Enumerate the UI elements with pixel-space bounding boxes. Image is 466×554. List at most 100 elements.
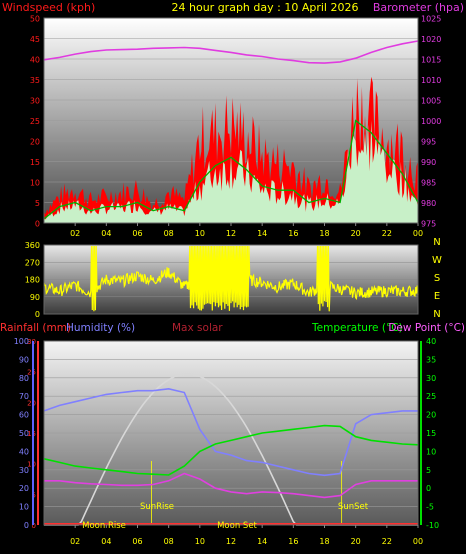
windspeed-tick-label: 30 xyxy=(30,97,40,106)
temperature-tick-label: 15 xyxy=(426,429,436,438)
direction-degree-label: 180 xyxy=(25,276,40,285)
temperature-x-tick-label: 06 xyxy=(132,537,142,546)
rainfall-tick-label: 30 xyxy=(27,338,36,346)
windspeed-tick-label: 25 xyxy=(30,117,40,126)
humidity-tick-label: 90 xyxy=(19,355,29,364)
wind-x-tick-label: 04 xyxy=(101,229,111,238)
temperature-x-tick-label: 00 xyxy=(413,537,423,546)
barometer-tick-label: 1020 xyxy=(421,35,441,44)
temperature-x-tick-labels: 02 04 06 08 10 12 14 16 18 20 22 00 xyxy=(70,525,423,546)
rainfall-tick-label: 10 xyxy=(27,461,36,469)
humidity-tick-label: 70 xyxy=(19,392,29,401)
direction-degree-labels: 0 90 180 270 360 xyxy=(25,241,40,319)
wind-x-tick-label: 16 xyxy=(288,229,298,238)
direction-degree-label: 360 xyxy=(25,241,40,250)
wind-average-area xyxy=(44,120,418,223)
rainfall-tick-label: 15 xyxy=(27,430,36,438)
dewpoint-axis-label: Dew Point (°C) xyxy=(388,322,465,334)
humidity-tick-label: 20 xyxy=(19,484,29,493)
windspeed-tick-label: 15 xyxy=(30,158,40,167)
temperature-x-tick-label: 22 xyxy=(382,537,392,546)
sun-moon-annotations: Moon Rise SunRise Moon Set SunSet xyxy=(82,502,369,531)
rainfall-axis-label: Rainfall (mm) xyxy=(0,322,71,334)
barometer-tick-label: 1025 xyxy=(421,15,441,24)
max-solar-label: Max solar xyxy=(172,322,223,334)
temperature-tick-label: 10 xyxy=(426,447,436,456)
temperature-tick-label: 5 xyxy=(426,466,431,475)
windspeed-tick-label: 35 xyxy=(30,76,40,85)
rainfall-tick-label: 25 xyxy=(27,369,36,377)
sun-moon-annotation: SunSet xyxy=(338,502,369,512)
barometer-tick-label: 975 xyxy=(421,220,436,229)
sun-moon-annotation: Moon Rise xyxy=(82,521,126,531)
windspeed-axis-label: Windspeed (kph) xyxy=(2,1,95,14)
barometer-tick-label: 985 xyxy=(421,179,436,188)
direction-compass-label: W xyxy=(432,255,442,266)
temperature-x-tick-label: 18 xyxy=(319,537,329,546)
temperature-x-tick-label: 10 xyxy=(195,537,205,546)
windspeed-tick-label: 40 xyxy=(30,56,40,65)
humidity-tick-labels: 0 10 20 30 40 50 60 70 80 90 100 xyxy=(14,337,29,530)
windspeed-tick-label: 5 xyxy=(35,199,40,208)
temperature-line xyxy=(43,424,419,476)
wind-x-tick-label: 02 xyxy=(70,229,80,238)
direction-degree-label: 0 xyxy=(35,310,40,319)
direction-compass-label: E xyxy=(434,291,440,302)
wind-x-tick-label: 14 xyxy=(257,229,267,238)
temperature-tick-label: -10 xyxy=(426,521,439,530)
wind-x-tick-label: 20 xyxy=(351,229,361,238)
direction-plot-frame xyxy=(43,244,419,315)
temperature-x-tick-label: 20 xyxy=(351,537,361,546)
humidity-line xyxy=(43,387,418,477)
rainfall-tick-label: 0 xyxy=(32,522,36,530)
humidity-tick-label: 60 xyxy=(19,411,29,420)
wind-x-tick-label: 12 xyxy=(226,229,236,238)
wind-x-tick-label: 18 xyxy=(319,229,329,238)
temperature-panel: Moon Rise SunRise Moon Set SunSet 0 10 20 30 40… xyxy=(14,337,439,546)
wind-x-tick-label: 06 xyxy=(132,229,142,238)
wind-x-tick-label: 08 xyxy=(164,229,174,238)
dewpoint-line xyxy=(44,472,418,499)
direction-compass-label: N xyxy=(433,309,440,320)
temperature-x-tick-label: 08 xyxy=(164,537,174,546)
wind-x-tick-labels: 02 04 06 08 10 12 14 16 18 20 22 00 xyxy=(70,223,423,238)
windspeed-tick-label: 50 xyxy=(30,15,40,24)
humidity-tick-label: 30 xyxy=(19,466,29,475)
rainfall-tick-label: 20 xyxy=(27,399,36,407)
humidity-axis-label: Humidity (%) xyxy=(66,322,135,334)
wind-x-tick-label: 22 xyxy=(382,229,392,238)
temperature-x-tick-label: 14 xyxy=(257,537,267,546)
sun-moon-annotation: Moon Set xyxy=(217,521,257,531)
windspeed-tick-labels: 0 5 10 15 20 25 30 35 40 45 50 xyxy=(30,15,40,229)
humidity-tick-label: 50 xyxy=(19,429,29,438)
temperature-x-tick-label: 12 xyxy=(226,537,236,546)
windspeed-tick-label: 10 xyxy=(30,179,40,188)
temperature-tick-label: 30 xyxy=(426,374,436,383)
barometer-tick-label: 995 xyxy=(421,138,436,147)
barometer-tick-label: 1010 xyxy=(421,76,441,85)
wind-x-tick-label: 10 xyxy=(195,229,205,238)
wind-x-tick-label: 00 xyxy=(413,229,423,238)
direction-compass-label: S xyxy=(434,273,440,284)
temperature-x-tick-label: 04 xyxy=(101,537,111,546)
direction-compass-label: N xyxy=(433,237,440,248)
barometer-tick-label: 990 xyxy=(421,158,436,167)
humidity-tick-label: 100 xyxy=(14,337,29,346)
chart-title: 24 hour graph day : 10 April 2026 xyxy=(172,1,359,14)
windspeed-tick-label: 45 xyxy=(30,35,40,44)
windspeed-tick-label: 0 xyxy=(35,220,40,229)
sun-moon-annotation: SunRise xyxy=(140,502,174,512)
windspeed-tick-label: 20 xyxy=(30,138,40,147)
temperature-axis-label: Temperature (°C) xyxy=(311,322,403,334)
direction-degree-label: 90 xyxy=(30,293,40,302)
temperature-tick-label: 40 xyxy=(426,337,436,346)
barometer-axis-label: Barometer (hpa) xyxy=(373,1,464,14)
direction-degree-label: 270 xyxy=(25,258,40,267)
humidity-tick-label: 0 xyxy=(24,521,29,530)
barometer-tick-label: 1015 xyxy=(421,56,441,65)
wind-average-line xyxy=(43,119,419,220)
